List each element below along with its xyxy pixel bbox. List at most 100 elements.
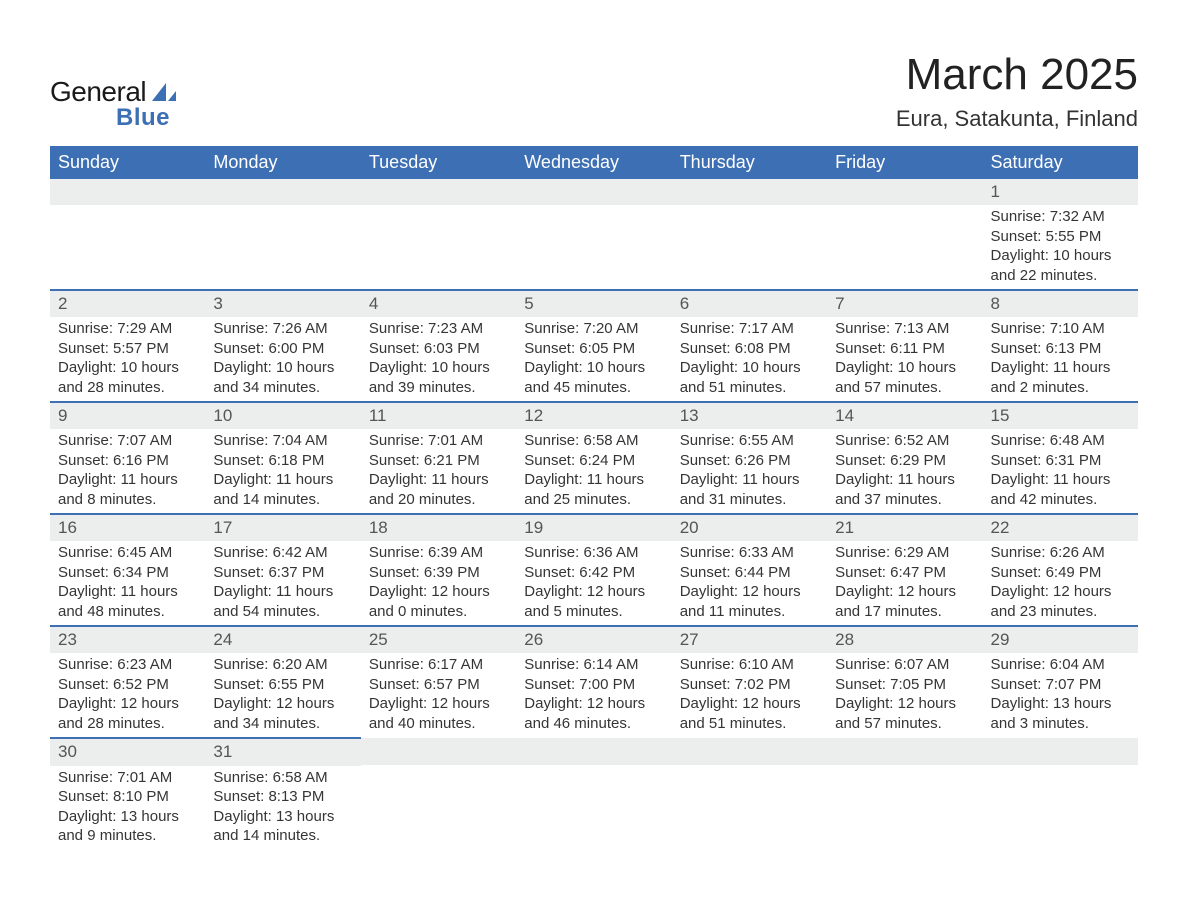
sunset-text: Sunset: 6:24 PM <box>524 451 663 471</box>
sunset-text: Sunset: 7:02 PM <box>680 675 819 695</box>
calendar-day-cell <box>672 179 827 290</box>
day-content: Sunrise: 6:04 AMSunset: 7:07 PMDaylight:… <box>983 653 1138 735</box>
brand-sub: Blue <box>116 104 170 132</box>
sunrise-text: Sunrise: 6:26 AM <box>991 543 1130 563</box>
sunset-text: Sunset: 6:08 PM <box>680 339 819 359</box>
day1-text: Daylight: 10 hours <box>369 358 508 378</box>
day2-text: and 17 minutes. <box>835 602 974 622</box>
day-content: Sunrise: 6:55 AMSunset: 6:26 PMDaylight:… <box>672 429 827 511</box>
day2-text: and 31 minutes. <box>680 490 819 510</box>
calendar-day-cell: 8Sunrise: 7:10 AMSunset: 6:13 PMDaylight… <box>983 290 1138 402</box>
day-content <box>361 765 516 769</box>
sunrise-text: Sunrise: 6:48 AM <box>991 431 1130 451</box>
day2-text: and 51 minutes. <box>680 378 819 398</box>
day2-text: and 11 minutes. <box>680 602 819 622</box>
day-content: Sunrise: 6:10 AMSunset: 7:02 PMDaylight:… <box>672 653 827 735</box>
weekday-header-row: Sunday Monday Tuesday Wednesday Thursday… <box>50 146 1138 179</box>
sunset-text: Sunset: 5:57 PM <box>58 339 197 359</box>
sunrise-text: Sunrise: 6:45 AM <box>58 543 197 563</box>
day-content <box>516 205 671 209</box>
calendar-day-cell <box>827 179 982 290</box>
calendar-table: Sunday Monday Tuesday Wednesday Thursday… <box>50 146 1138 850</box>
day2-text: and 57 minutes. <box>835 378 974 398</box>
sunrise-text: Sunrise: 6:04 AM <box>991 655 1130 675</box>
sunrise-text: Sunrise: 7:04 AM <box>213 431 352 451</box>
sunset-text: Sunset: 6:39 PM <box>369 563 508 583</box>
day-number: 6 <box>672 291 827 317</box>
day-content: Sunrise: 7:04 AMSunset: 6:18 PMDaylight:… <box>205 429 360 511</box>
day1-text: Daylight: 12 hours <box>58 694 197 714</box>
calendar-day-cell: 16Sunrise: 6:45 AMSunset: 6:34 PMDayligh… <box>50 514 205 626</box>
day-content: Sunrise: 7:20 AMSunset: 6:05 PMDaylight:… <box>516 317 671 399</box>
sunset-text: Sunset: 8:10 PM <box>58 787 197 807</box>
day1-text: Daylight: 11 hours <box>991 358 1130 378</box>
day1-text: Daylight: 10 hours <box>991 246 1130 266</box>
header: General Blue March 2025 Eura, Satakunta,… <box>50 50 1138 132</box>
sunrise-text: Sunrise: 6:17 AM <box>369 655 508 675</box>
calendar-day-cell: 17Sunrise: 6:42 AMSunset: 6:37 PMDayligh… <box>205 514 360 626</box>
day-number: 16 <box>50 515 205 541</box>
day2-text: and 14 minutes. <box>213 826 352 846</box>
day1-text: Daylight: 13 hours <box>213 807 352 827</box>
day-content: Sunrise: 6:58 AMSunset: 8:13 PMDaylight:… <box>205 766 360 848</box>
day-content: Sunrise: 7:13 AMSunset: 6:11 PMDaylight:… <box>827 317 982 399</box>
sunset-text: Sunset: 6:29 PM <box>835 451 974 471</box>
sunset-text: Sunset: 6:34 PM <box>58 563 197 583</box>
calendar-week-row: 30Sunrise: 7:01 AMSunset: 8:10 PMDayligh… <box>50 738 1138 849</box>
calendar-day-cell <box>672 738 827 849</box>
day1-text: Daylight: 12 hours <box>524 582 663 602</box>
calendar-day-cell: 5Sunrise: 7:20 AMSunset: 6:05 PMDaylight… <box>516 290 671 402</box>
calendar-day-cell: 3Sunrise: 7:26 AMSunset: 6:00 PMDaylight… <box>205 290 360 402</box>
day-content <box>205 205 360 209</box>
calendar-day-cell <box>50 179 205 290</box>
day-number: 15 <box>983 403 1138 429</box>
sunrise-text: Sunrise: 6:29 AM <box>835 543 974 563</box>
day-number: 18 <box>361 515 516 541</box>
day-content: Sunrise: 7:07 AMSunset: 6:16 PMDaylight:… <box>50 429 205 511</box>
sunset-text: Sunset: 8:13 PM <box>213 787 352 807</box>
sunset-text: Sunset: 6:49 PM <box>991 563 1130 583</box>
calendar-day-cell: 13Sunrise: 6:55 AMSunset: 6:26 PMDayligh… <box>672 402 827 514</box>
title-block: March 2025 Eura, Satakunta, Finland <box>896 50 1138 132</box>
day-content: Sunrise: 6:17 AMSunset: 6:57 PMDaylight:… <box>361 653 516 735</box>
day-number <box>361 738 516 764</box>
day-number: 28 <box>827 627 982 653</box>
weekday-header: Tuesday <box>361 146 516 179</box>
day-number: 25 <box>361 627 516 653</box>
brand-logo: General Blue <box>50 76 176 132</box>
day-content <box>983 765 1138 769</box>
day2-text: and 28 minutes. <box>58 714 197 734</box>
sunset-text: Sunset: 7:05 PM <box>835 675 974 695</box>
day-number <box>50 179 205 205</box>
sunrise-text: Sunrise: 6:55 AM <box>680 431 819 451</box>
flag-icon <box>152 83 166 101</box>
calendar-day-cell: 23Sunrise: 6:23 AMSunset: 6:52 PMDayligh… <box>50 626 205 738</box>
day2-text: and 37 minutes. <box>835 490 974 510</box>
day2-text: and 39 minutes. <box>369 378 508 398</box>
sunrise-text: Sunrise: 6:33 AM <box>680 543 819 563</box>
day-number: 26 <box>516 627 671 653</box>
day-content: Sunrise: 7:01 AMSunset: 8:10 PMDaylight:… <box>50 766 205 848</box>
sunrise-text: Sunrise: 6:42 AM <box>213 543 352 563</box>
day-number: 24 <box>205 627 360 653</box>
day-number: 19 <box>516 515 671 541</box>
sunset-text: Sunset: 6:57 PM <box>369 675 508 695</box>
day2-text: and 25 minutes. <box>524 490 663 510</box>
day-number: 2 <box>50 291 205 317</box>
weekday-header: Thursday <box>672 146 827 179</box>
day1-text: Daylight: 10 hours <box>835 358 974 378</box>
day1-text: Daylight: 11 hours <box>991 470 1130 490</box>
day-number: 5 <box>516 291 671 317</box>
day2-text: and 48 minutes. <box>58 602 197 622</box>
day-content <box>516 765 671 769</box>
calendar-day-cell: 6Sunrise: 7:17 AMSunset: 6:08 PMDaylight… <box>672 290 827 402</box>
sunset-text: Sunset: 6:42 PM <box>524 563 663 583</box>
day-content <box>361 205 516 209</box>
calendar-day-cell: 7Sunrise: 7:13 AMSunset: 6:11 PMDaylight… <box>827 290 982 402</box>
day-content <box>672 765 827 769</box>
day1-text: Daylight: 12 hours <box>213 694 352 714</box>
day1-text: Daylight: 10 hours <box>213 358 352 378</box>
sunset-text: Sunset: 5:55 PM <box>991 227 1130 247</box>
day-content <box>827 765 982 769</box>
day-content: Sunrise: 6:48 AMSunset: 6:31 PMDaylight:… <box>983 429 1138 511</box>
